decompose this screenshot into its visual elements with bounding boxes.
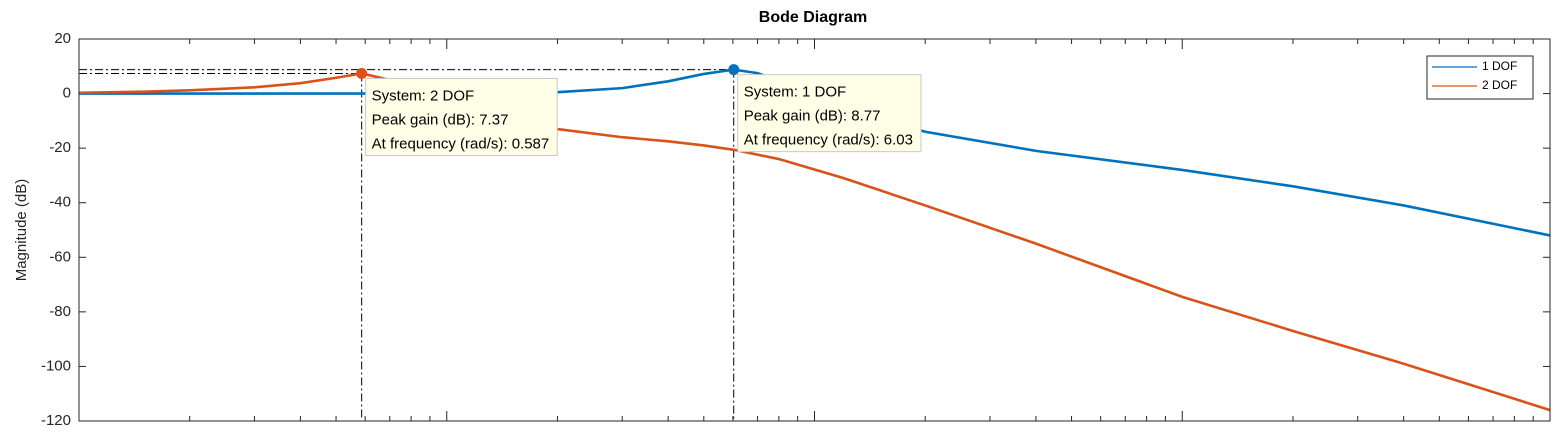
datatip-text: At frequency (rad/s): 6.03 <box>744 132 913 149</box>
y-axis-label: Magnitude (dB) <box>13 179 30 282</box>
series-line <box>78 72 1551 412</box>
datatip-text: Peak gain (dB): 8.77 <box>744 108 881 125</box>
datatip-text: At frequency (rad/s): 0.587 <box>372 135 550 152</box>
datatip-box <box>737 74 922 153</box>
y-tick-label: 0 <box>63 85 71 102</box>
datatip: System: 1 DOF Peak gain (dB): 8.77 At freq… <box>737 74 922 153</box>
datatip-box <box>365 77 558 156</box>
datatip-marker <box>356 67 368 79</box>
y-tick-label: 20 <box>54 30 71 47</box>
legend-box <box>1426 55 1534 100</box>
y-tick-label: -120 <box>41 412 71 429</box>
legend-label: 2 DOF <box>1482 78 1517 92</box>
datatip-text: System: 1 DOF <box>744 84 847 101</box>
chart-title: Bode Diagram <box>759 9 867 26</box>
datatip: System: 2 DOF Peak gain (dB): 7.37 At freq… <box>365 77 558 156</box>
datatip-text: Peak gain (dB): 7.37 <box>372 111 509 128</box>
y-tick-label: -20 <box>49 139 71 156</box>
datatip-marker <box>728 64 740 76</box>
y-tick-label: -80 <box>49 303 71 320</box>
axes-frame <box>78 38 1551 422</box>
y-tick-label: -100 <box>41 357 71 374</box>
y-tick-label: -40 <box>49 194 71 211</box>
legend-label: 1 DOF <box>1482 59 1517 73</box>
datatip-text: System: 2 DOF <box>372 87 475 104</box>
y-tick-label: -60 <box>49 248 71 265</box>
